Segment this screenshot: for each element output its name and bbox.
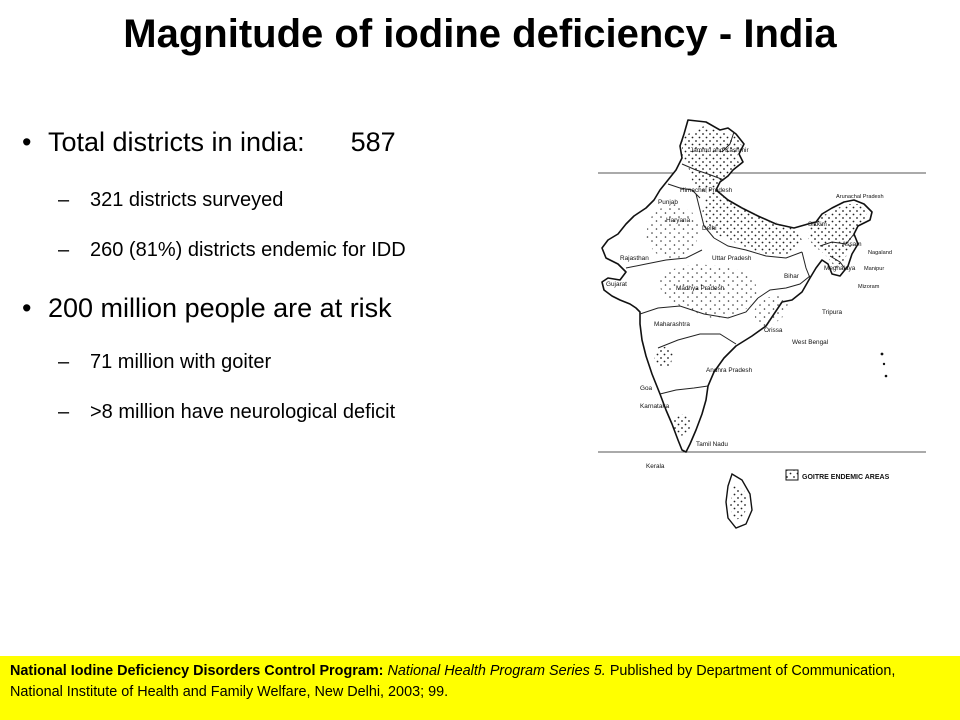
label-nagaland: Nagaland <box>868 250 892 256</box>
label-himachal: Himachal Pradesh <box>680 187 733 194</box>
label-maharashtra: Maharashtra <box>654 321 690 328</box>
sub-bullet-surveyed: – 321 districts surveyed <box>22 186 582 214</box>
label-west-bengal: West Bengal <box>792 339 828 346</box>
endemic-area-north <box>682 126 742 194</box>
sub-text: 321 districts surveyed <box>90 189 284 211</box>
bullet-text: 200 million people are at risk <box>48 293 392 323</box>
sub-text: 260 (81%) districts endemic for IDD <box>90 239 406 261</box>
label-madhya-pradesh: Madhya Pradesh <box>676 285 725 292</box>
label-rajasthan: Rajasthan <box>620 255 649 262</box>
label-meghalaya: Meghalaya <box>824 265 856 272</box>
sub-bullet-neurological: – >8 million have neurological deficit <box>22 398 582 426</box>
sri-lanka-dots <box>730 484 748 520</box>
label-punjab: Punjab <box>658 199 678 206</box>
citation-program: National Iodine Deficiency Disorders Con… <box>10 663 384 679</box>
label-uttar-pradesh: Uttar Pradesh <box>712 255 752 262</box>
bullet-dot: • <box>22 127 32 157</box>
legend-swatch <box>785 469 799 481</box>
sub-bullet-goiter: – 71 million with goiter <box>22 348 582 376</box>
label-delhi: Delhi <box>702 225 717 232</box>
legend-label: GOITRE ENDEMIC AREAS <box>802 474 890 481</box>
sub-bullet-endemic: – 260 (81%) districts endemic for IDD <box>22 236 582 264</box>
label-kerala: Kerala <box>646 463 665 470</box>
endemic-area-orissa <box>754 294 788 328</box>
bullet-total-districts: • Total districts in india: 587 <box>22 124 582 160</box>
label-jammu-kashmir: Jammu and Kashmir <box>690 147 749 154</box>
sub-dash: – <box>58 351 70 373</box>
label-orissa: Orissa <box>764 327 783 334</box>
label-andhra-pradesh: Andhra Pradesh <box>706 367 753 374</box>
state-borders <box>625 131 855 395</box>
india-goitre-map: Jammu and Kashmir Himachal Pradesh Punja… <box>598 119 926 529</box>
label-haryana: Haryana <box>666 217 691 224</box>
endemic-area-west <box>654 346 674 368</box>
sub-dash: – <box>58 401 70 423</box>
bullet-list: • Total districts in india: 587 – 321 dis… <box>22 118 582 426</box>
endemic-area-rajasthan-east <box>646 204 700 260</box>
state-labels: Jammu and Kashmir Himachal Pradesh Punja… <box>606 147 892 470</box>
citation-publisher: Published by Department of Communication… <box>10 663 896 700</box>
bullet-text: Total districts in india: <box>48 127 305 157</box>
citation-series: National Health Program Series 5. <box>387 663 606 679</box>
endemic-area-northeast <box>808 204 868 268</box>
label-gujarat: Gujarat <box>606 281 627 288</box>
islands <box>880 352 888 378</box>
sub-text: 71 million with goiter <box>90 351 272 373</box>
bullet-dot: • <box>22 293 32 323</box>
label-goa: Goa <box>640 385 653 392</box>
bullet-people-at-risk: • 200 million people are at risk <box>22 290 582 326</box>
label-manipur: Manipur <box>864 266 884 272</box>
sub-text: >8 million have neurological deficit <box>90 401 396 423</box>
sub-dash: – <box>58 189 70 211</box>
label-sikkim: Sikkim <box>808 221 827 228</box>
bullet-value: 587 <box>350 127 396 157</box>
label-arunachal: Arunachal Pradesh <box>836 194 884 200</box>
label-mizoram: Mizoram <box>858 284 880 290</box>
endemic-area-south <box>674 414 692 436</box>
sub-dash: – <box>58 239 70 261</box>
endemic-area-gangetic <box>702 188 802 256</box>
label-tripura: Tripura <box>822 309 842 316</box>
label-bihar: Bihar <box>784 273 800 280</box>
label-tamil-nadu: Tamil Nadu <box>696 441 728 448</box>
endemic-area-central <box>658 264 758 318</box>
slide-title: Magnitude of iodine deficiency - India <box>123 12 837 56</box>
label-assam: Assam <box>842 241 862 248</box>
label-karnataka: Karnataka <box>640 403 670 410</box>
citation-footer: National Iodine Deficiency Disorders Con… <box>0 656 960 720</box>
